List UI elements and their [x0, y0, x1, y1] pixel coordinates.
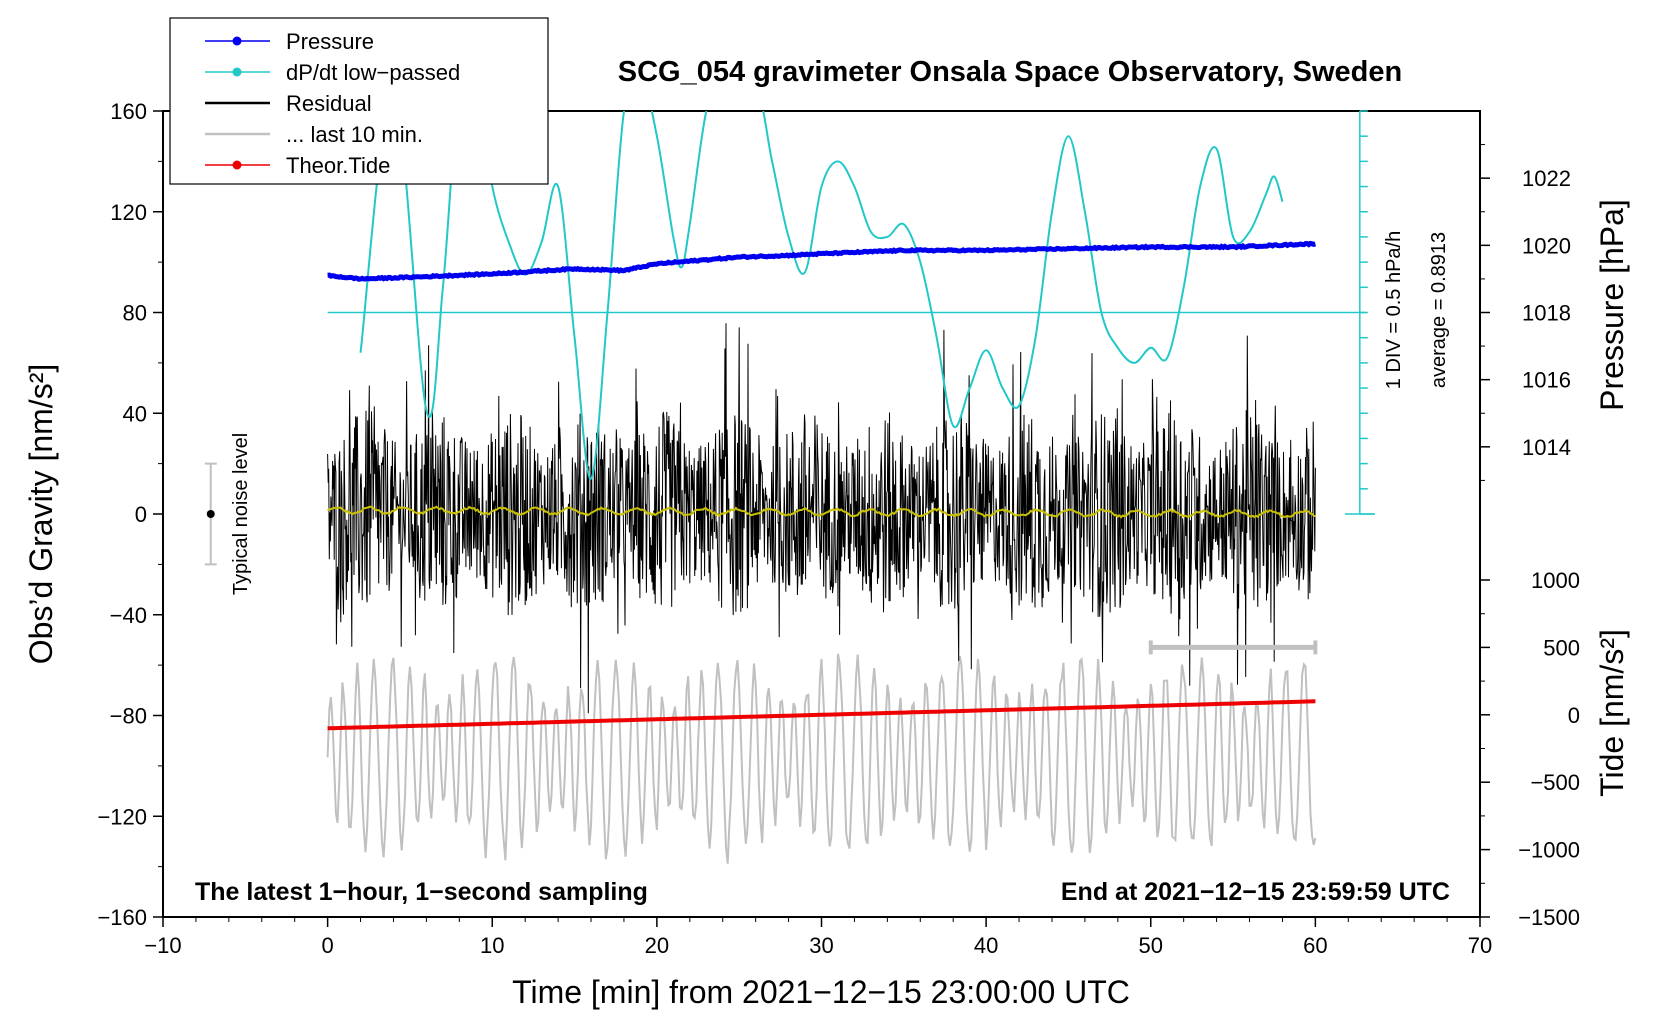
side-scale-label-1: 1 DIV = 0.5 hPa/h [1383, 231, 1405, 389]
pressure-line [327, 240, 1316, 282]
pressure-scale-bar [1344, 110, 1375, 515]
x-tick-label: 30 [809, 933, 833, 958]
tide-tick-label: 500 [1543, 635, 1580, 660]
noise-bar-dot [206, 510, 215, 518]
side-scale-label-2: average = 0.8913 [1428, 232, 1450, 388]
x-tick-label: 70 [1468, 933, 1492, 958]
y-tick-label: 40 [123, 401, 147, 426]
x-axis: −10 0 10 20 30 40 50 60 70 [144, 917, 1492, 958]
theor-tide-line [327, 699, 1316, 731]
tide-tick-label: −1000 [1518, 838, 1580, 863]
legend-marker [232, 36, 242, 46]
dpdt-series [359, 111, 1284, 480]
legend-marker [232, 160, 242, 170]
tide-tick-label: −1500 [1518, 905, 1580, 930]
legend-label: dP/dt low−passed [286, 60, 460, 85]
pressure-tick-label: 1018 [1522, 301, 1571, 326]
y-tick-label: 120 [110, 200, 147, 225]
y-axis-left: −160 −120 −80 −40 0 40 80 120 160 [97, 99, 163, 930]
dpdt-line [359, 111, 1284, 480]
y-tick-label: −40 [110, 603, 147, 628]
pressure-tick-label: 1014 [1522, 435, 1571, 460]
noise-level-bar [204, 462, 217, 566]
tide-axis-title: Tide [nm/s²] [1594, 629, 1630, 797]
legend-label: Pressure [286, 29, 374, 54]
tide-tick-label: −500 [1530, 770, 1580, 795]
pressure-axis-title: Pressure [hPa] [1594, 199, 1630, 411]
legend-label: Theor.Tide [286, 153, 390, 178]
x-tick-label: 10 [480, 933, 504, 958]
pressure-tick-label: 1020 [1522, 233, 1571, 258]
y-axis-title: Obs’d Gravity [nm/s²] [23, 364, 59, 665]
legend-marker [232, 67, 242, 77]
chart-title: SCG_054 gravimeter Onsala Space Observat… [618, 56, 1402, 88]
bottom-right-note: End at 2021−12−15 23:59:59 UTC [1061, 878, 1450, 906]
x-tick-label: 0 [322, 933, 334, 958]
y-tick-label: 160 [110, 99, 147, 124]
y-axis-tide: −1500 −1000 −500 0 500 1000 [1480, 568, 1580, 930]
x-axis-title: Time [min] from 2021−12−15 23:00:00 UTC [512, 974, 1130, 1010]
legend-label: ... last 10 min. [286, 122, 423, 147]
pressure-tick-label: 1022 [1522, 166, 1571, 191]
theor-tide-series [327, 699, 1316, 731]
residual-lowpassed-series [326, 505, 1316, 519]
pressure-series [327, 240, 1316, 282]
y-tick-label: 80 [123, 301, 147, 326]
legend-label: Residual [286, 91, 372, 116]
residual-series [327, 323, 1316, 714]
residual-lowpassed-line [326, 505, 1316, 519]
x-tick-label: 50 [1139, 933, 1163, 958]
legend: Pressure dP/dt low−passed Residual ... last… [169, 17, 549, 185]
bottom-left-note: The latest 1−hour, 1−second sampling [195, 878, 648, 906]
x-tick-label: 60 [1303, 933, 1327, 958]
pressure-tick-label: 1016 [1522, 368, 1571, 393]
tide-tick-label: 1000 [1531, 568, 1580, 593]
tide-gray-line [326, 653, 1317, 864]
y-axis-pressure: 1014 1016 1018 1020 1022 [1480, 144, 1571, 481]
last-10-min-range-bar [1148, 640, 1318, 655]
x-tick-label: −10 [144, 933, 181, 958]
y-tick-label: −160 [97, 905, 147, 930]
tide-last-10-min-series [326, 653, 1317, 864]
y-tick-label: −80 [110, 704, 147, 729]
x-tick-label: 40 [974, 933, 998, 958]
tide-tick-label: 0 [1568, 703, 1580, 728]
legend-box [169, 17, 549, 185]
noise-level-label: Typical noise level [230, 433, 252, 595]
x-tick-label: 20 [645, 933, 669, 958]
y-tick-label: 0 [135, 502, 147, 527]
residual-line [327, 323, 1316, 714]
y-tick-label: −120 [97, 804, 147, 829]
